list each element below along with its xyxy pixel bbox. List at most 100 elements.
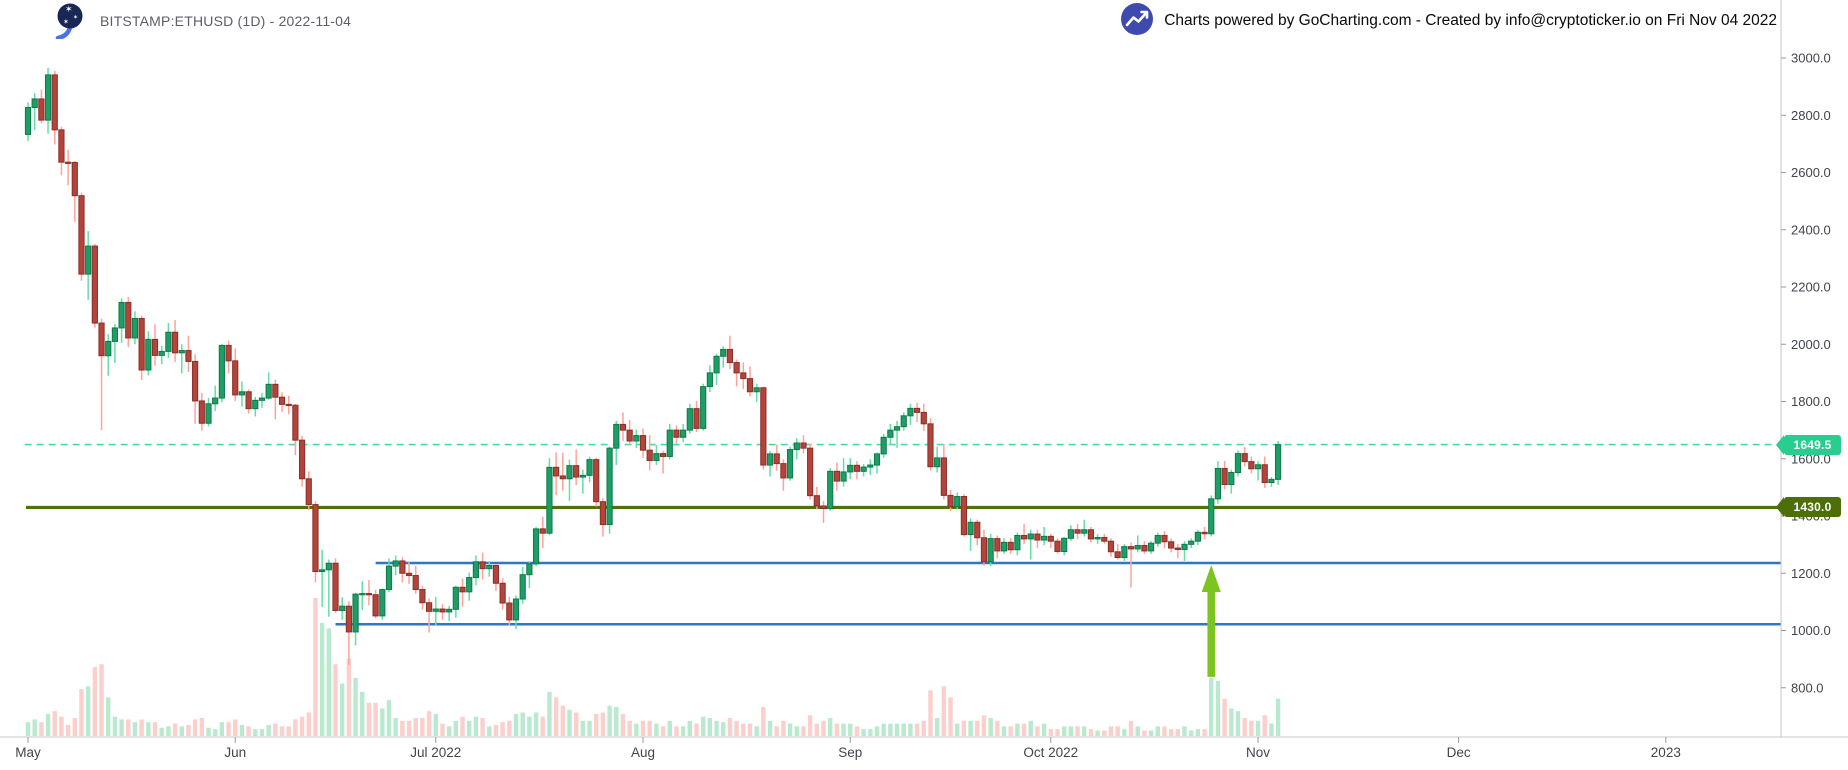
- volume-bar: [393, 718, 398, 736]
- candle-body: [686, 408, 693, 431]
- candle-body: [566, 465, 573, 480]
- volume-bar: [1229, 708, 1234, 736]
- volume-bar: [975, 720, 980, 736]
- volume-bar: [981, 715, 987, 736]
- candle-body: [974, 521, 981, 539]
- volume-bar: [313, 598, 318, 736]
- time-tick-label: Nov: [1246, 745, 1270, 760]
- candle-body: [646, 449, 653, 461]
- volume-bar: [186, 724, 191, 736]
- volume-bar: [721, 722, 726, 736]
- candle-body: [1234, 453, 1242, 473]
- volume-bar: [921, 720, 926, 736]
- candle-body: [532, 528, 540, 565]
- volume-bar: [493, 724, 499, 736]
- candle-body: [813, 495, 820, 507]
- price-tick-label: 2600.0: [1791, 165, 1831, 180]
- candle-body: [345, 605, 352, 633]
- candle-body: [760, 387, 767, 466]
- candle-body: [586, 459, 593, 476]
- candle-body: [720, 348, 727, 357]
- volume-bar: [1215, 680, 1221, 736]
- candle-body: [793, 442, 800, 451]
- candle-body: [1000, 541, 1008, 552]
- volume-bar: [995, 720, 1000, 736]
- volume-bar: [680, 726, 686, 736]
- volume-bar: [400, 720, 405, 736]
- candle-body: [773, 453, 780, 465]
- candle-body: [526, 563, 533, 576]
- candle-body: [512, 598, 520, 621]
- price-tick-label: 800.0: [1791, 680, 1824, 695]
- volume-bar: [1222, 698, 1227, 736]
- price-tick-label: 3000.0: [1791, 51, 1831, 66]
- candle-body: [185, 350, 192, 362]
- candle-body: [305, 478, 312, 506]
- candle-body: [573, 465, 580, 478]
- volume-bar: [1155, 726, 1160, 736]
- time-tick-label: Dec: [1447, 745, 1471, 760]
- candle-body: [1014, 534, 1021, 551]
- volume-bar: [480, 718, 485, 736]
- candle-body: [666, 429, 673, 457]
- candle-body: [38, 98, 45, 121]
- candle-body: [820, 505, 827, 510]
- candle-body: [639, 435, 647, 451]
- candle-body: [24, 107, 32, 135]
- candle-body: [519, 574, 526, 600]
- candle-body: [559, 475, 566, 480]
- candle-body: [920, 411, 927, 425]
- candle-body: [479, 561, 486, 570]
- volume-bar: [246, 726, 251, 736]
- candle-body: [165, 331, 172, 352]
- volume-bar: [868, 729, 873, 736]
- volume-bar: [460, 716, 465, 736]
- volume-bar: [326, 628, 332, 736]
- volume-bar: [139, 719, 144, 736]
- candle-body: [1127, 546, 1135, 550]
- price-axis[interactable]: 3000.0 2800.0 2600.0 2400.0 2200.0 2000.0 1800…: [1781, 51, 1831, 696]
- candle-body: [499, 582, 506, 604]
- volume-bar: [1135, 726, 1140, 736]
- candle-body: [1268, 478, 1275, 484]
- candle-body: [827, 470, 834, 510]
- volume-bar: [426, 711, 432, 736]
- volume-bar: [446, 726, 452, 736]
- candle-body: [1061, 537, 1068, 552]
- candle-body: [339, 605, 346, 611]
- time-tick-label: Sep: [838, 745, 862, 760]
- svg-text:✶: ✶: [73, 14, 78, 21]
- candle-body: [372, 594, 379, 617]
- volume-bar: [901, 723, 906, 736]
- volume-bar: [299, 716, 305, 736]
- candle-body: [700, 386, 707, 429]
- candle-body: [1181, 543, 1188, 550]
- volume-bar: [874, 726, 880, 736]
- volume-bar: [39, 722, 44, 736]
- candle-body: [285, 403, 292, 407]
- volume-bar: [1021, 723, 1027, 736]
- candle-body: [940, 457, 947, 496]
- volume-bar: [1182, 726, 1187, 736]
- volume-bar: [520, 712, 525, 736]
- candle-body: [58, 129, 65, 163]
- time-axis[interactable]: May Jun Jul 2022 Aug Sep Oct 2022 Nov Dec 2023: [15, 737, 1681, 760]
- volume-bar: [814, 723, 820, 736]
- time-tick-label: 2023: [1651, 745, 1681, 760]
- candle-body: [553, 466, 560, 477]
- candle-body: [1194, 531, 1201, 542]
- candle-body: [606, 447, 613, 526]
- up-arrow-annotation[interactable]: [1201, 564, 1221, 677]
- candle-body: [1241, 453, 1248, 463]
- volume-bar: [286, 726, 291, 736]
- volume-bar: [834, 723, 840, 736]
- candle-body: [907, 407, 914, 417]
- candle-body: [332, 562, 339, 611]
- volume-bar: [473, 716, 479, 736]
- volume-bar: [1115, 726, 1120, 736]
- candle-body: [1121, 546, 1128, 559]
- volume-bar: [687, 720, 693, 736]
- candle-body: [840, 471, 847, 482]
- candle-body: [626, 429, 633, 442]
